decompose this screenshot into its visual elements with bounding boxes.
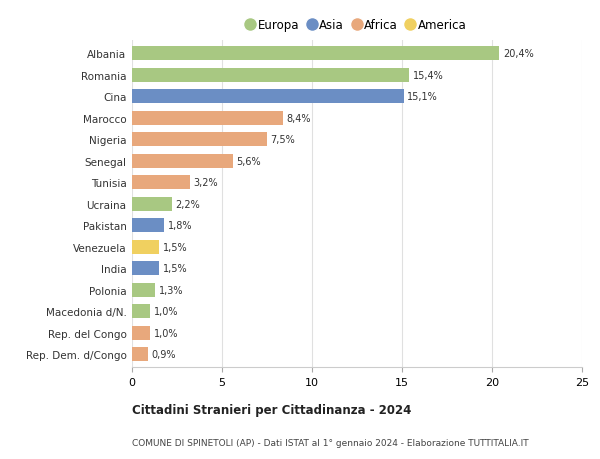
Text: 1,0%: 1,0% — [154, 307, 178, 316]
Text: 2,2%: 2,2% — [175, 199, 200, 209]
Legend: Europa, Asia, Africa, America: Europa, Asia, Africa, America — [242, 15, 472, 37]
Text: 5,6%: 5,6% — [236, 157, 261, 166]
Text: 0,9%: 0,9% — [152, 349, 176, 359]
Bar — [132, 262, 159, 275]
Text: 1,3%: 1,3% — [159, 285, 184, 295]
Bar — [132, 69, 409, 83]
Bar — [132, 47, 499, 61]
Text: 1,5%: 1,5% — [163, 242, 187, 252]
Text: 15,1%: 15,1% — [407, 92, 438, 102]
Text: 8,4%: 8,4% — [287, 113, 311, 123]
Bar — [132, 197, 172, 211]
Bar — [132, 240, 159, 254]
Text: COMUNE DI SPINETOLI (AP) - Dati ISTAT al 1° gennaio 2024 - Elaborazione TUTTITAL: COMUNE DI SPINETOLI (AP) - Dati ISTAT al… — [132, 438, 529, 447]
Bar — [132, 219, 164, 233]
Bar — [132, 326, 150, 340]
Text: 3,2%: 3,2% — [193, 178, 218, 188]
Bar — [132, 176, 190, 190]
Bar — [132, 283, 155, 297]
Bar — [132, 133, 267, 147]
Text: 1,0%: 1,0% — [154, 328, 178, 338]
Bar — [132, 90, 404, 104]
Text: 1,8%: 1,8% — [168, 221, 193, 231]
Text: 15,4%: 15,4% — [413, 71, 443, 81]
Text: 20,4%: 20,4% — [503, 49, 533, 59]
Bar — [132, 347, 148, 361]
Text: 7,5%: 7,5% — [271, 135, 295, 145]
Text: Cittadini Stranieri per Cittadinanza - 2024: Cittadini Stranieri per Cittadinanza - 2… — [132, 403, 412, 416]
Text: 1,5%: 1,5% — [163, 263, 187, 274]
Bar — [132, 304, 150, 319]
Bar — [132, 154, 233, 168]
Bar — [132, 112, 283, 125]
